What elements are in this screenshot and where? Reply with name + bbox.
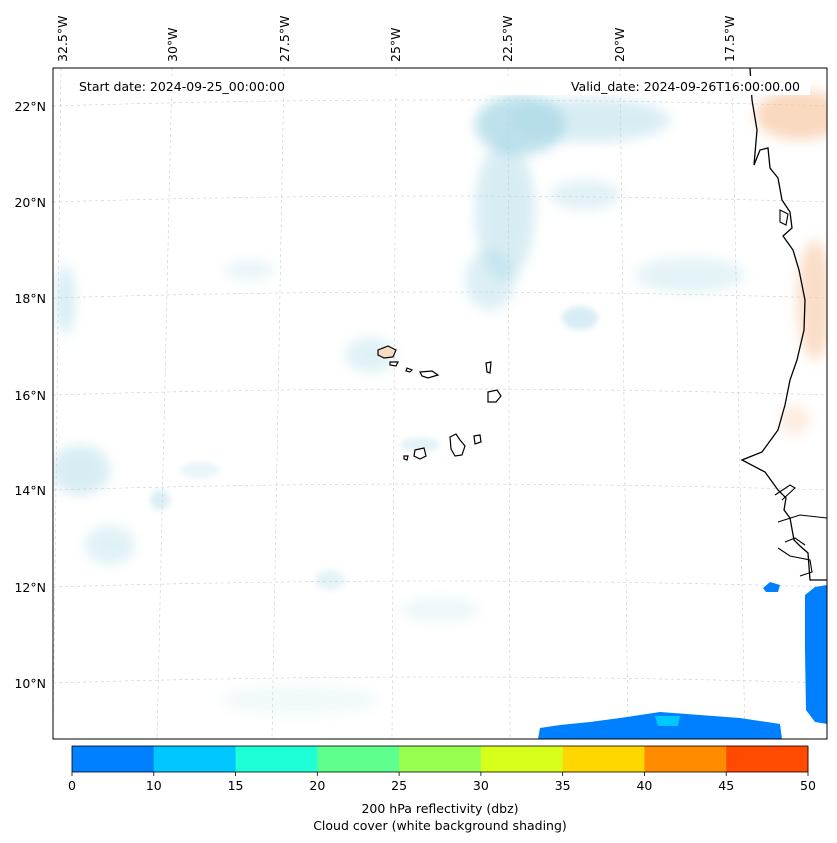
- coastline-gambia: [774, 484, 796, 501]
- gridline-lon-25: [391, 68, 397, 739]
- colorbar-segment-0: [72, 746, 155, 772]
- colorbar-tick-label: 10: [146, 778, 162, 793]
- reflectivity-regions: [538, 582, 827, 739]
- lat-label-14: 14°N: [14, 483, 46, 498]
- gridline-lon-17-5: [731, 68, 746, 739]
- gridline-lat-12: [53, 580, 827, 588]
- start-date-label: Start date: 2024-09-25_00:00:00: [79, 79, 285, 94]
- lat-label-10: 10°N: [14, 676, 46, 691]
- colorbar-tick-label: 35: [555, 778, 571, 793]
- colorbar-segment-6: [562, 746, 645, 772]
- island-sao-nicolau: [419, 370, 440, 379]
- colorbar-tick-label: 30: [473, 778, 489, 793]
- colorbar-tick-label: 15: [228, 778, 244, 793]
- island-brava: [403, 455, 409, 461]
- colorbar-tick-label: 25: [391, 778, 407, 793]
- lat-label-16: 16°N: [14, 388, 46, 403]
- colorbar-tick-label: 50: [800, 778, 816, 793]
- lat-label-20: 20°N: [14, 195, 46, 210]
- lon-label-17-5: 17.5°W: [722, 16, 737, 62]
- valid-date-label: Valid_date: 2024-09-26T16:00:00.00: [571, 79, 800, 94]
- colorbar-segment-2: [235, 746, 318, 772]
- colorbar-tick-label: 20: [309, 778, 325, 793]
- lon-label-25: 25°W: [388, 27, 403, 62]
- colorbar-caption-line2: Cloud cover (white background shading): [313, 818, 567, 833]
- colorbar-segment-1: [153, 746, 237, 772]
- lat-label-18: 18°N: [14, 291, 46, 306]
- gridline-lon-20: [619, 68, 629, 739]
- coastline-guinea-bissau: [777, 514, 827, 577]
- gridline-lat-18: [53, 291, 827, 299]
- gridline-lat-10: [53, 676, 827, 684]
- island-santa-luzia: [405, 367, 414, 373]
- gridline-lat-22: [53, 99, 827, 107]
- lon-label-20: 20°W: [612, 27, 627, 62]
- cloud-cover-shading: [53, 95, 745, 715]
- island-santo-antao: [377, 345, 397, 359]
- colorbar-segment-3: [317, 746, 400, 772]
- island-santiago: [449, 433, 466, 457]
- map-frame: [52, 67, 828, 740]
- colorbar-caption-line1: 200 hPa reflectivity (dbz): [361, 801, 518, 816]
- start-date-box: [72, 76, 312, 95]
- gridline-lon-27-5: [271, 68, 285, 739]
- gridline-lat-20: [53, 195, 827, 203]
- african-coastline: [740, 68, 827, 581]
- island-sao-vicente: [389, 361, 399, 367]
- colorbar-segment-7: [644, 746, 727, 772]
- island-maio: [473, 434, 482, 445]
- map-area: [53, 68, 827, 739]
- gridline-lat-14: [53, 483, 827, 491]
- gridline-lat-16: [53, 388, 827, 396]
- colorbar-frame: [71, 745, 809, 773]
- colorbar-tick-label: 45: [718, 778, 734, 793]
- longitude-labels: 32.5°W 30°W 27.5°W 25°W 22.5°W 20°W 17.5…: [55, 16, 737, 62]
- island-fogo: [413, 447, 427, 460]
- lon-label-32-5: 32.5°W: [55, 16, 70, 62]
- lat-label-12: 12°N: [14, 580, 46, 595]
- lon-label-30: 30°W: [165, 27, 180, 62]
- gridline-lon-32-5: [53, 68, 62, 739]
- colorbar-segment-5: [480, 746, 564, 772]
- coastline-inlet-north: [779, 209, 789, 226]
- colorbar-segment-4: [399, 746, 482, 772]
- island-boa-vista: [487, 389, 502, 403]
- latitude-labels: 22°N 20°N 18°N 16°N 14°N 12°N 10°N: [14, 99, 46, 691]
- island-sal: [485, 361, 492, 374]
- colorbar-tick-label: 40: [636, 778, 652, 793]
- colorbar-segment-8: [726, 746, 809, 772]
- colorbar-tick-label: 0: [68, 778, 76, 793]
- cabo-verde-islands: [377, 345, 502, 461]
- gridline-lon-30: [156, 68, 173, 739]
- gridlines: [53, 68, 827, 739]
- reflectivity-colorbar: 0 10 15 20 25 30 35 40 45 50: [68, 745, 816, 793]
- gridline-lon-22-5: [507, 68, 511, 739]
- valid-date-box: [320, 76, 810, 95]
- lat-label-22: 22°N: [14, 99, 46, 114]
- lon-label-27-5: 27.5°W: [277, 16, 292, 62]
- lon-label-22-5: 22.5°W: [500, 16, 515, 62]
